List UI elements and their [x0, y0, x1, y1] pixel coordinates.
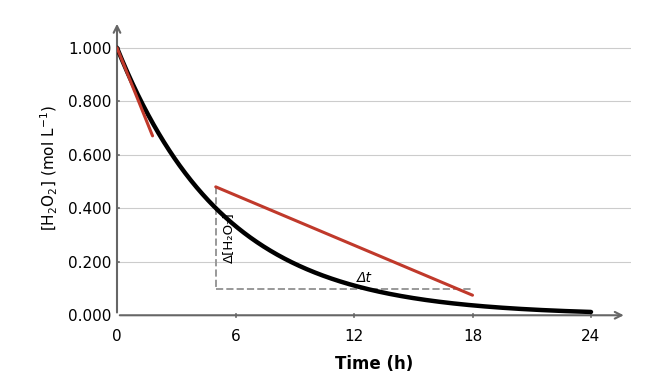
Y-axis label: $[\mathrm{H_2O_2}]\ \mathrm{(mol\ L^{-1})}$: $[\mathrm{H_2O_2}]\ \mathrm{(mol\ L^{-1}… — [38, 105, 60, 231]
Text: Δ[H₂O₂]: Δ[H₂O₂] — [222, 212, 235, 263]
Text: Δt: Δt — [356, 271, 371, 285]
X-axis label: Time (h): Time (h) — [335, 355, 413, 373]
